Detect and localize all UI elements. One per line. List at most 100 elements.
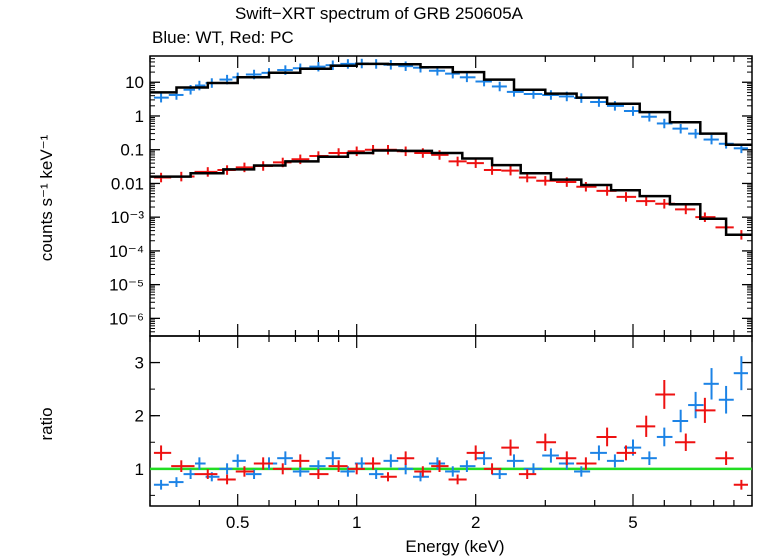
y-tick-label: 10 <box>125 73 144 92</box>
data-point <box>168 477 184 487</box>
y-tick-label: 10⁻³ <box>110 208 144 227</box>
data-point <box>183 469 195 480</box>
data-point <box>542 90 559 100</box>
data-point <box>292 466 310 477</box>
data-point <box>459 460 476 472</box>
chart-subtitle: Blue: WT, Red: PC <box>152 28 294 47</box>
model-step-line <box>150 149 752 237</box>
data-point <box>518 469 537 480</box>
data-point <box>194 457 206 470</box>
data-point <box>623 106 642 116</box>
data-point <box>536 433 557 451</box>
data-point <box>506 454 524 468</box>
data-point <box>606 454 624 468</box>
y-tick-label: 10⁻⁶ <box>109 309 144 328</box>
data-point <box>232 454 246 468</box>
data-point <box>328 460 348 472</box>
data-point <box>590 97 607 107</box>
data-point <box>672 409 689 433</box>
data-point <box>235 466 254 477</box>
data-point <box>636 196 656 206</box>
data-point <box>219 463 233 475</box>
data-point <box>466 445 484 461</box>
data-point <box>733 479 748 490</box>
y-axis-title-counts: counts s⁻¹ keV⁻¹ <box>37 134 56 261</box>
y-axis-title-ratio: ratio <box>37 407 56 440</box>
data-point <box>413 472 429 482</box>
data-point <box>695 397 716 423</box>
model-step-line <box>150 62 752 147</box>
data-point <box>590 445 607 461</box>
data-point <box>153 445 172 461</box>
panel-spectrum: 10 1 0.1 0.01 10⁻³ 10⁻⁴ 10⁻⁵ 10⁻⁶ <box>109 55 753 337</box>
data-point <box>448 156 467 167</box>
data-point <box>675 433 696 451</box>
data-point <box>414 466 432 477</box>
data-point <box>153 479 169 490</box>
data-point <box>194 80 206 91</box>
data-point <box>291 154 310 165</box>
data-point <box>194 469 218 480</box>
data-point <box>431 150 449 160</box>
data-point <box>703 368 719 400</box>
data-point <box>235 162 254 173</box>
data-point <box>347 463 365 475</box>
data-point <box>718 385 734 414</box>
data-point <box>491 81 507 92</box>
data-point <box>483 463 502 475</box>
data-point <box>347 146 365 157</box>
data-point <box>715 451 734 465</box>
data-point <box>466 158 484 168</box>
chart-title: Swift−XRT spectrum of GRB 250605A <box>234 4 524 23</box>
data-point <box>715 222 734 233</box>
data-point <box>396 451 415 465</box>
data-point <box>656 427 673 447</box>
data-point <box>171 460 195 472</box>
data-point <box>398 463 414 475</box>
data-point <box>576 457 597 470</box>
data-point <box>475 451 492 465</box>
data-point <box>574 466 591 477</box>
data-point <box>556 451 577 465</box>
y-tick-label: 10⁻⁵ <box>109 276 144 295</box>
data-point <box>501 439 519 456</box>
data-point <box>596 427 617 447</box>
x-tick-label: 2 <box>471 513 480 532</box>
data-point <box>688 391 704 419</box>
data-point <box>542 448 559 463</box>
data-point <box>217 474 236 485</box>
data-point <box>483 165 502 175</box>
data-point <box>523 463 543 475</box>
data-point <box>431 460 449 472</box>
data-point <box>655 379 676 409</box>
data-point <box>448 474 467 485</box>
data-point <box>445 466 460 477</box>
panel-ratio: 1 2 3 0.5 1 2 5 <box>135 335 753 532</box>
x-tick-label: 1 <box>352 513 361 532</box>
data-point <box>459 72 476 83</box>
data-point <box>383 454 399 468</box>
data-point <box>675 204 696 215</box>
data-point <box>606 101 624 111</box>
data-point <box>733 356 748 391</box>
data-point <box>501 165 519 176</box>
data-point <box>616 445 637 461</box>
data-point <box>380 472 397 482</box>
data-point <box>245 469 262 480</box>
data-point <box>428 457 446 470</box>
plot-frame <box>149 335 753 507</box>
y-tick-label: 1 <box>135 107 144 126</box>
x-axis-title: Energy (keV) <box>405 537 504 556</box>
data-point <box>368 469 384 480</box>
data-point <box>695 212 716 222</box>
y-tick-label: 10⁻⁴ <box>109 242 144 261</box>
data-point <box>325 451 341 465</box>
y-tick-label: 0.1 <box>120 141 144 160</box>
x-tick-label: 5 <box>628 513 637 532</box>
data-point <box>277 451 293 465</box>
data-point <box>272 463 292 475</box>
data-point <box>309 469 329 480</box>
data-point <box>641 112 657 122</box>
data-point <box>672 123 689 134</box>
